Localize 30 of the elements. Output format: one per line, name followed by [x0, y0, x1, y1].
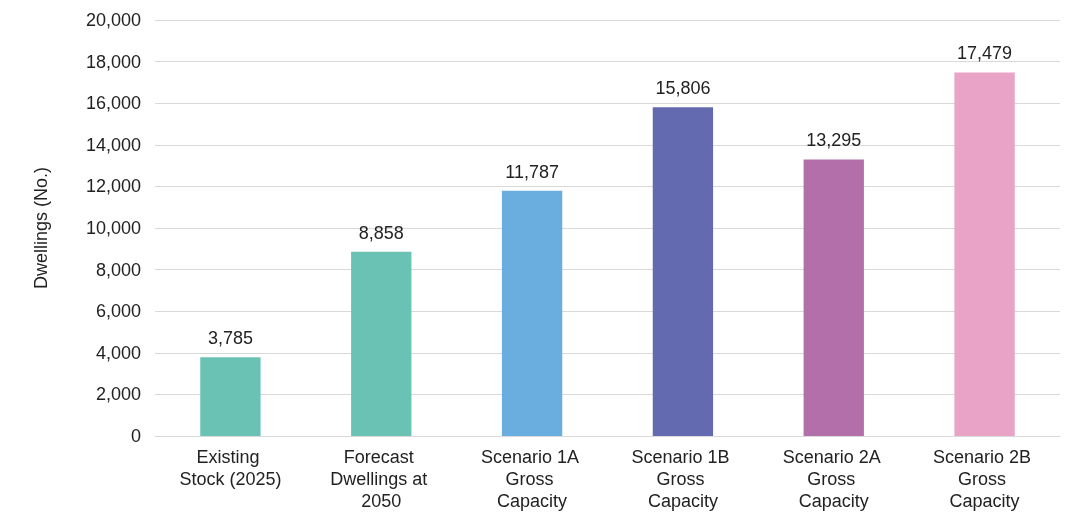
data-label: 3,785	[207, 328, 253, 349]
y-tick-label: 14,000	[85, 134, 141, 155]
y-tick-label: 10,000	[85, 218, 141, 238]
x-tick-label: Scenario 1B Gross Capacity	[631, 447, 735, 511]
bar	[200, 357, 261, 436]
data-label: 17,479	[957, 43, 1013, 64]
x-tick-label: Scenario 1A Gross Capacity	[481, 447, 584, 511]
y-tick-label: 18,000	[85, 51, 141, 72]
x-tick-label: Existing Stock (2025)	[179, 447, 282, 489]
y-tick-label: 0	[130, 426, 141, 446]
y-tick-label: 16,000	[85, 93, 141, 114]
y-axis-title: Dwellings (No.)	[31, 166, 51, 290]
x-tick-label: Scenario 2A Gross Capacity	[782, 447, 885, 511]
x-tick-label: Scenario 2B Gross Capacity	[933, 447, 1037, 511]
bar	[351, 251, 412, 436]
bar	[652, 107, 714, 436]
data-label: 13,295	[806, 130, 862, 151]
y-tick-label: 20,000	[85, 10, 141, 30]
bar	[803, 159, 864, 436]
y-tick-label: 2,000	[95, 384, 141, 405]
data-label: 11,787	[505, 161, 559, 182]
bar	[501, 190, 563, 436]
bar	[954, 72, 1015, 436]
y-tick-label: 12,000	[85, 176, 141, 197]
data-label: 15,806	[655, 78, 711, 99]
y-tick-label: 4,000	[95, 342, 141, 363]
data-label: 8,858	[358, 222, 404, 243]
y-tick-label: 6,000	[95, 301, 141, 322]
x-tick-label: Forecast Dwellings at 2050	[330, 447, 433, 511]
y-tick-label: 8,000	[95, 259, 141, 280]
